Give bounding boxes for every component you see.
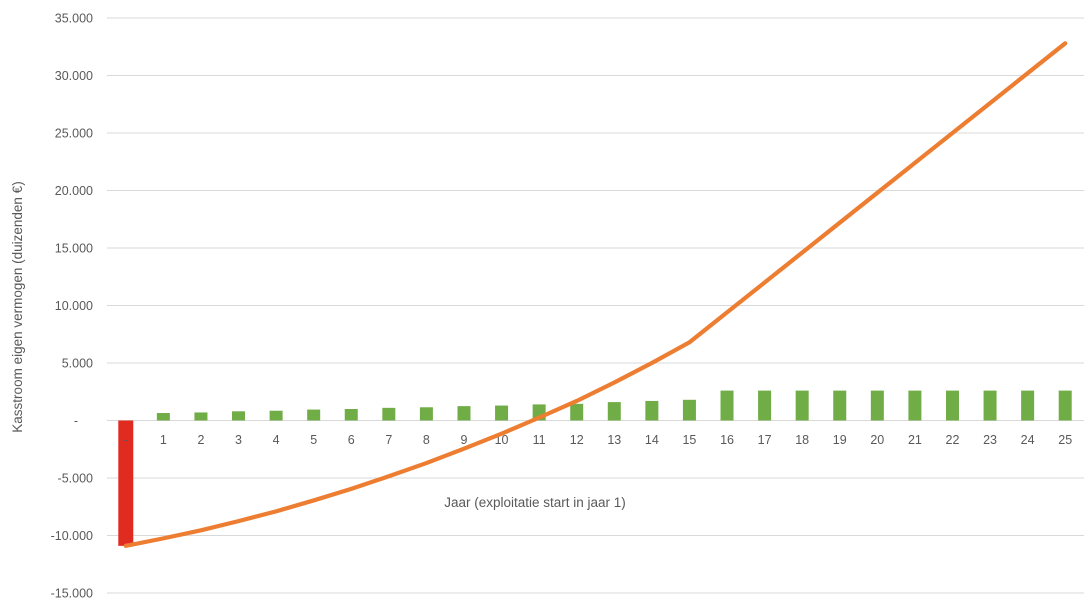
annual-cashflow-bars — [945, 390, 959, 421]
category-labels-group: -1 2 3 4 5 6 7 8 9 10 11 12 13 14 15 16 17 18 19 20 21 22 23 24… — [124, 433, 1073, 447]
x-category-label: 14 — [645, 433, 659, 447]
x-category-label: 20 — [870, 433, 884, 447]
x-category-label: 19 — [833, 433, 847, 447]
x-category-label: 15 — [682, 433, 696, 447]
x-category-label: 13 — [607, 433, 621, 447]
line-series-group — [123, 41, 1068, 548]
x-category-label: 9 — [461, 433, 468, 447]
annual-cashflow-bars — [307, 409, 321, 421]
annual-cashflow-bars — [457, 406, 471, 421]
annual-cashflow-bars — [645, 400, 659, 421]
x-category-label: - — [124, 433, 128, 447]
y-tick-label: 5.000 — [62, 357, 93, 371]
x-category-label: 12 — [570, 433, 584, 447]
cumulative-cashflow-line — [123, 41, 1068, 548]
annual-cashflow-bars — [908, 390, 922, 421]
annual-cashflow-bars — [495, 405, 509, 421]
x-category-label: 24 — [1021, 433, 1035, 447]
annual-cashflow-bars — [1058, 390, 1072, 421]
x-category-label: 22 — [946, 433, 960, 447]
annual-cashflow-bars — [570, 403, 584, 421]
initial-investment-bar — [118, 420, 134, 546]
annual-cashflow-bars — [194, 412, 208, 421]
y-tick-label: -10.000 — [51, 529, 93, 543]
annual-cashflow-bars — [795, 390, 809, 421]
annual-cashflow-bars — [156, 413, 170, 421]
x-category-label: 17 — [758, 433, 772, 447]
y-axis-title: Kasstroom eigen vermogen (duizenden €) — [10, 181, 25, 432]
y-tick-label: -15.000 — [51, 587, 93, 601]
annual-cashflow-bars — [419, 407, 433, 421]
gridlines-group — [107, 17, 1084, 594]
x-category-label: 6 — [348, 433, 355, 447]
y-tick-label: 30.000 — [55, 69, 93, 83]
y-tick-label: - — [74, 414, 78, 428]
annual-cashflow-bars — [833, 390, 847, 421]
y-tick-label: 20.000 — [55, 184, 93, 198]
x-category-label: 1 — [160, 433, 167, 447]
annual-cashflow-bars — [607, 402, 621, 421]
x-category-label: 25 — [1058, 433, 1072, 447]
y-tick-label: 10.000 — [55, 299, 93, 313]
x-axis-title: Jaar (exploitatie start in jaar 1) — [444, 495, 626, 510]
y-tick-label: 15.000 — [55, 242, 93, 256]
y-tick-label: -5.000 — [58, 472, 93, 486]
annual-cashflow-bars — [382, 407, 396, 421]
annual-cashflow-bars — [682, 399, 696, 421]
x-category-label: 16 — [720, 433, 734, 447]
annual-cashflow-bars — [269, 410, 283, 421]
annual-cashflow-bars — [344, 409, 358, 421]
bars-group — [118, 390, 1072, 546]
x-category-label: 8 — [423, 433, 430, 447]
x-category-label: 23 — [983, 433, 997, 447]
x-category-label: 21 — [908, 433, 922, 447]
y-tick-label: 35.000 — [55, 12, 93, 26]
annual-cashflow-bars — [1021, 390, 1035, 421]
annual-cashflow-bars — [232, 411, 246, 421]
y-tick-label: 25.000 — [55, 127, 93, 141]
annual-cashflow-bars — [758, 390, 772, 421]
x-category-label: 2 — [197, 433, 204, 447]
x-category-label: 7 — [385, 433, 392, 447]
ytick-labels-group: 35.000 30.000 25.000 20.000 15.000 10.000 5.00… — [51, 12, 93, 601]
x-category-label: 3 — [235, 433, 242, 447]
x-category-label: 11 — [533, 433, 546, 447]
annual-cashflow-bars — [983, 390, 997, 421]
x-category-label: 18 — [795, 433, 809, 447]
x-category-label: 5 — [310, 433, 317, 447]
annual-cashflow-bars — [720, 390, 734, 421]
x-category-label: 4 — [273, 433, 280, 447]
annual-cashflow-bars — [870, 390, 884, 421]
